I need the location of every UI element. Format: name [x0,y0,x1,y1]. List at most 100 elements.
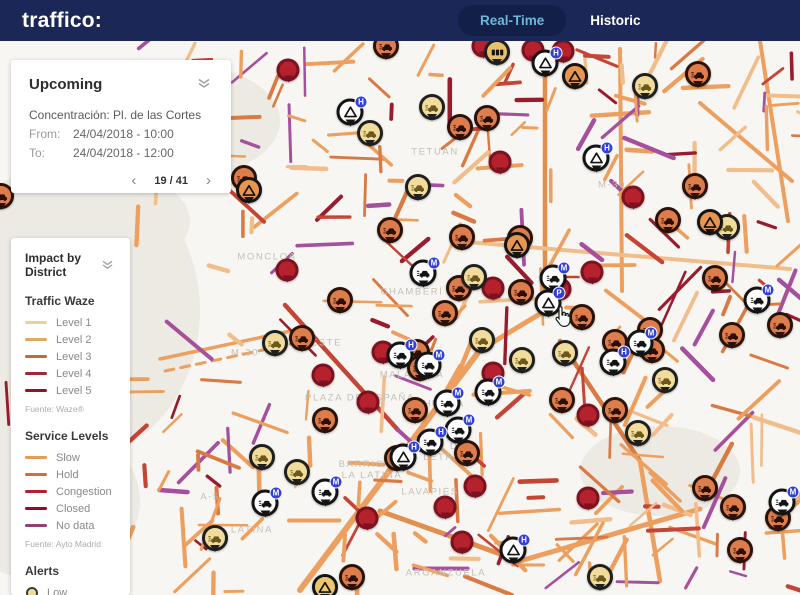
map-marker-white-car[interactable]: M [251,486,283,517]
map-marker-white-car[interactable]: H [416,425,448,456]
map-marker-white-car[interactable]: M [626,326,658,357]
car-traffic-icon [606,357,620,368]
map-marker-orange-car[interactable] [720,494,746,520]
map-marker-orange-car[interactable] [474,105,500,131]
map-marker-white-car[interactable]: H [386,338,418,369]
map-marker-red[interactable] [463,474,487,498]
map-marker-yellow-car[interactable] [587,564,613,590]
map-marker-yellow-car[interactable] [625,420,651,446]
map-marker-red[interactable] [450,530,474,554]
map-marker-orange-car[interactable] [549,387,575,413]
prev-event-button[interactable]: ‹ [131,172,137,189]
map-marker-orange-car[interactable] [727,537,753,563]
car-traffic-icon [455,232,469,243]
map-marker-yellow-triangle[interactable] [312,574,338,595]
map-marker-yellow-car[interactable] [284,459,310,485]
legend-item-label: Low [47,587,68,595]
map-marker-white-car[interactable]: M [743,283,775,314]
map-marker-white-car[interactable]: M [409,256,441,287]
map-marker-orange-car[interactable] [449,224,475,250]
car-traffic-icon [411,182,425,193]
map-marker-red[interactable] [488,150,512,174]
map-marker-yellow-car[interactable] [461,264,487,290]
map-marker-white-car[interactable]: M [414,348,446,379]
marker-badge: M [329,475,343,489]
map-marker-orange-car[interactable] [602,397,628,423]
map-marker-orange-triangle[interactable] [562,63,588,89]
map-marker-orange-car[interactable] [377,217,403,243]
map-marker-yellow-car[interactable] [652,367,678,393]
map-marker-white-car[interactable]: H [599,345,631,376]
map-marker-red[interactable] [355,506,379,530]
map-label: LATINA [230,524,274,536]
map-marker-red[interactable] [356,390,380,414]
map-marker-orange-car[interactable] [0,183,14,209]
map-marker-orange-car[interactable] [373,41,399,59]
map-marker-red[interactable] [276,58,300,82]
car-traffic-icon [481,387,495,398]
map-marker-white-car[interactable]: M [433,386,465,417]
map-marker-red[interactable] [576,486,600,510]
collapse-icon[interactable] [99,256,116,275]
map-marker-white-triangle[interactable]: H [531,46,563,77]
map-marker-white-car[interactable]: M [474,375,506,406]
map-marker-red[interactable] [621,185,645,209]
map-marker-yellow-car[interactable] [249,444,275,470]
map-marker-white-car[interactable]: M [444,413,476,444]
map-marker-orange-car[interactable] [289,325,315,351]
map-marker-red[interactable] [580,260,604,284]
map-marker-yellow-car[interactable] [262,330,288,356]
map-marker-orange-car[interactable] [447,114,473,140]
map-marker-orange-car[interactable] [719,322,745,348]
event-pager: ‹ 19 / 41 › [29,173,213,188]
map-marker-yellow-car[interactable] [632,73,658,99]
collapse-icon[interactable] [195,75,213,94]
map-marker-orange-car[interactable] [508,279,534,305]
map-marker-white-car[interactable]: M [768,485,800,516]
legend-source: Fuente: Ayto Madrid [25,539,101,549]
tab-real-time[interactable]: Real-Time [458,5,567,36]
map-marker-orange-car[interactable] [327,287,353,313]
map-marker-red[interactable] [576,403,600,427]
map-marker-yellow-car[interactable] [405,174,431,200]
car-traffic-icon [775,497,789,508]
map-marker-orange-car[interactable] [402,397,428,423]
map-marker-white-triangle[interactable]: H [499,533,531,564]
map-marker-orange-triangle[interactable] [504,232,530,258]
map-marker-red[interactable] [311,363,335,387]
map-marker-white-triangle[interactable]: H [336,95,368,126]
next-event-button[interactable]: › [206,172,211,189]
from-value: 24/04/2018 - 10:00 [73,127,174,141]
map-marker-tan-jam[interactable] [484,41,510,65]
map-marker-orange-car[interactable] [692,475,718,501]
map-marker-yellow-car[interactable] [419,94,445,120]
map-marker-orange-car[interactable] [655,207,681,233]
tab-historic[interactable]: Historic [576,5,654,36]
map-marker-white-triangle[interactable]: H [389,440,421,471]
map-marker-red[interactable] [481,276,505,300]
map-marker-orange-car[interactable] [702,265,728,291]
map-marker-red[interactable] [433,495,457,519]
map-marker-white-triangle[interactable]: H [582,141,614,172]
car-traffic-icon [333,295,347,306]
map-marker-yellow-car[interactable] [469,327,495,353]
map-marker-orange-car[interactable] [312,407,338,433]
map-marker-orange-car[interactable] [767,312,793,338]
map-marker-yellow-car[interactable] [357,120,383,146]
map-marker-white-triangle[interactable]: P [534,286,566,317]
map-marker-yellow-car[interactable] [509,347,535,373]
map-marker-orange-triangle[interactable] [236,177,262,203]
map-marker-orange-car[interactable] [432,300,458,326]
map-marker-red[interactable] [275,258,299,282]
map-marker-orange-car[interactable] [685,61,711,87]
map-marker-orange-car[interactable] [569,304,595,330]
map-marker-yellow-car[interactable] [552,340,578,366]
car-traffic-icon [733,545,747,556]
map-marker-white-car[interactable]: M [311,475,343,506]
map-marker-orange-car[interactable] [682,173,708,199]
map-marker-yellow-car[interactable] [202,525,228,551]
car-traffic-icon [698,483,712,494]
map-marker-orange-car[interactable] [339,564,365,590]
upcoming-title: Upcoming [29,76,103,93]
map-marker-orange-triangle[interactable] [697,209,723,235]
